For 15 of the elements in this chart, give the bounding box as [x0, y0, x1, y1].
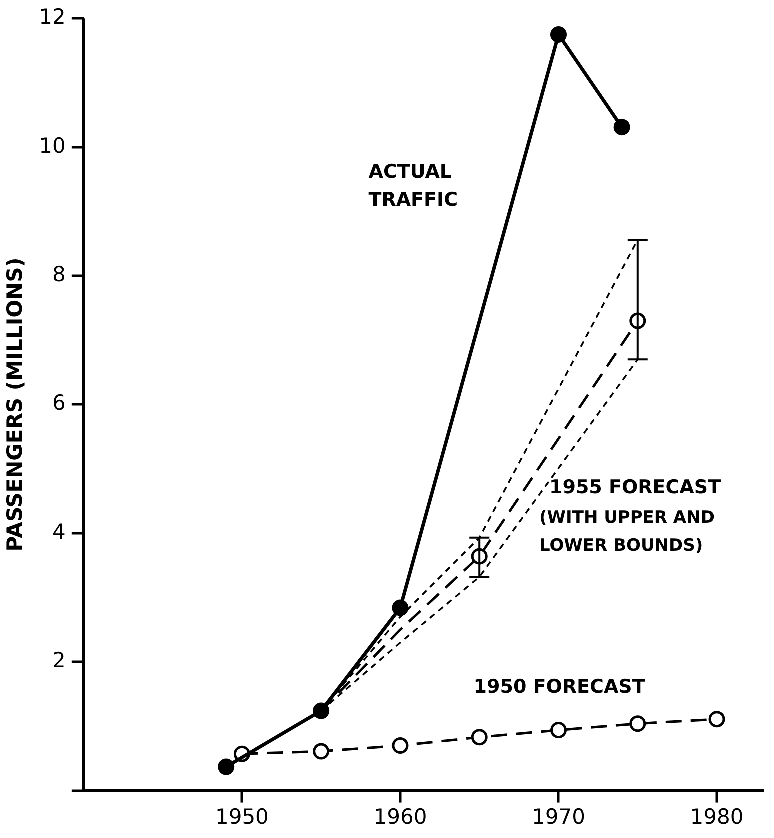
- annotation: (WITH UPPER AND LOWER BOUNDS): [540, 508, 715, 556]
- x-tick-label: 1980: [690, 804, 744, 829]
- y-tick-label: 4: [52, 520, 66, 544]
- y-tick-label: 2: [52, 648, 66, 673]
- x-tick-label: 1960: [374, 804, 428, 829]
- x-tick-label: 1950: [215, 804, 269, 829]
- text: ACTUAL TRAFFIC: [368, 160, 458, 211]
- series-label: 1950 FORECAST: [474, 676, 646, 698]
- y-tick-label: 6: [52, 391, 66, 416]
- y-tick-label: 12: [39, 5, 66, 30]
- x-tick-label: 1970: [532, 804, 586, 829]
- series-label: 1955 FORECAST: [550, 476, 722, 498]
- y-tick-label: 8: [52, 262, 66, 286]
- y-axis-title: PASSENGERS (MILLIONS): [3, 258, 28, 552]
- y-tick-label: 10: [39, 134, 66, 158]
